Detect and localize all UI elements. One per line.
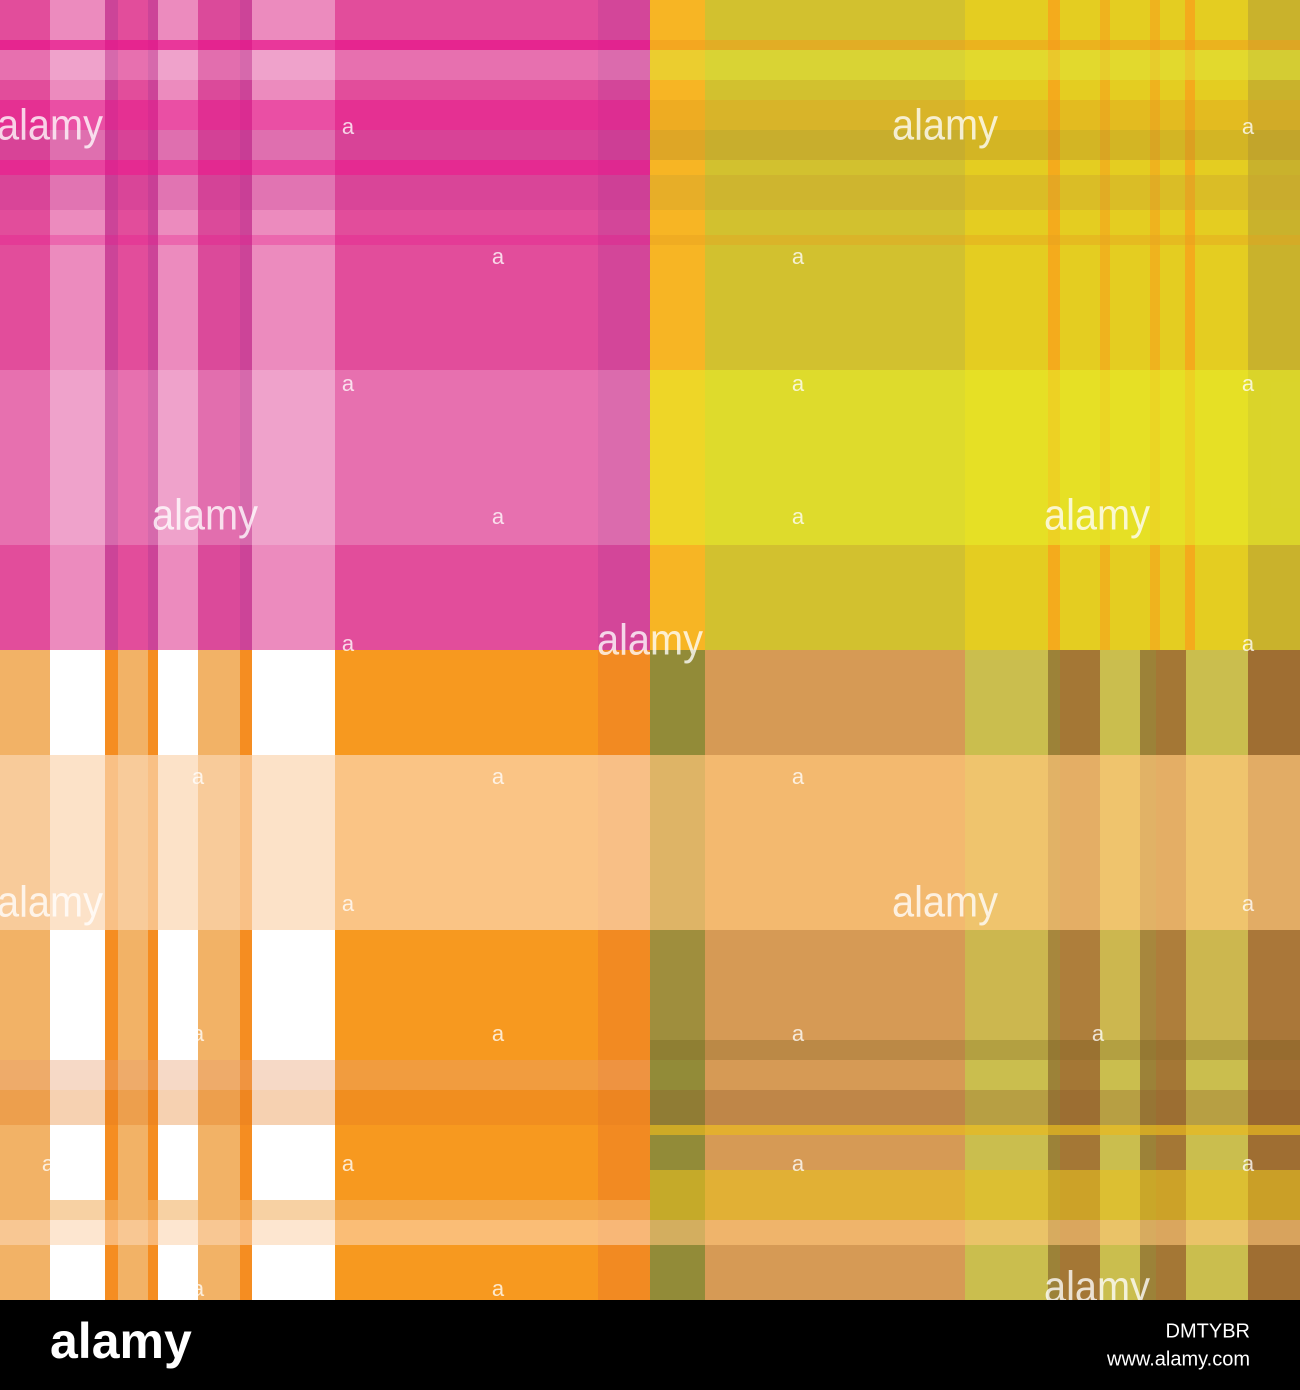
stripe	[650, 930, 1300, 1040]
watermark-mark: a	[342, 114, 355, 139]
footer-logo: alamy	[50, 1313, 192, 1369]
watermark-mark: a	[1242, 631, 1255, 656]
watermark-mark: a	[342, 371, 355, 396]
stripe	[0, 130, 650, 160]
watermark-mark: a	[42, 1151, 55, 1176]
watermark-word: alamy	[892, 101, 998, 150]
stripe	[252, 0, 335, 650]
watermark-mark: a	[792, 1021, 805, 1046]
stripe	[1248, 0, 1300, 650]
stripe	[650, 175, 1300, 210]
stripe	[0, 235, 650, 245]
watermark-mark: a	[1242, 114, 1255, 139]
footer-bar	[0, 1300, 1300, 1390]
watermark-mark: a	[492, 504, 505, 529]
watermark-mark: a	[192, 764, 205, 789]
watermark-mark: a	[1092, 1021, 1105, 1046]
footer-url: www.alamy.com	[1106, 1348, 1250, 1370]
stripe	[650, 1220, 1300, 1245]
watermark-mark: a	[342, 891, 355, 916]
stripe	[0, 160, 650, 175]
watermark-mark: a	[792, 504, 805, 529]
stripe	[50, 0, 105, 650]
stripe	[0, 100, 650, 130]
watermark-mark: a	[792, 371, 805, 396]
stripe	[0, 1090, 650, 1125]
watermark-word: alamy	[597, 616, 703, 665]
stripe	[650, 130, 1300, 160]
stripe	[0, 370, 650, 545]
stripe	[198, 0, 240, 650]
stripe	[240, 0, 252, 650]
stripe	[158, 0, 198, 650]
watermark-mark: a	[342, 1151, 355, 1176]
stripe	[0, 175, 650, 210]
stripe	[1150, 0, 1160, 650]
watermark-mark: a	[792, 764, 805, 789]
stripe	[1185, 0, 1195, 650]
stripe	[650, 40, 1300, 50]
stripe	[650, 235, 1300, 245]
watermark-word: alamy	[0, 878, 103, 927]
watermark-mark: a	[192, 1276, 205, 1301]
watermark-mark: a	[792, 244, 805, 269]
stripe	[650, 100, 1300, 130]
stripe	[0, 40, 650, 50]
stripe	[148, 0, 158, 650]
stripe	[0, 755, 650, 930]
watermark-mark: a	[492, 764, 505, 789]
watermark-word: alamy	[0, 101, 103, 150]
watermark-word: alamy	[152, 491, 258, 540]
watermark-word: alamy	[892, 878, 998, 927]
stripe	[650, 1170, 1300, 1220]
stripe	[598, 0, 650, 650]
stripe	[650, 370, 1300, 545]
stripe	[650, 0, 705, 650]
stripe	[105, 0, 118, 650]
image-id: DMTYBR	[1166, 1320, 1250, 1342]
stripe	[148, 650, 158, 1300]
stripe	[0, 1060, 650, 1090]
watermark-mark: a	[1242, 891, 1255, 916]
watermark-word: alamy	[1044, 491, 1150, 540]
watermark-mark: a	[492, 244, 505, 269]
watermark-mark: a	[1242, 1151, 1255, 1176]
plaid-pattern	[0, 0, 1300, 1300]
watermark-mark: a	[492, 1276, 505, 1301]
stripe	[650, 1125, 1300, 1135]
stripe	[650, 755, 1300, 930]
watermark-mark: a	[1242, 371, 1255, 396]
stripe	[0, 50, 650, 80]
stripe	[650, 50, 1300, 80]
watermark-mark: a	[342, 631, 355, 656]
stripe	[650, 1090, 1300, 1125]
stripe	[0, 1220, 650, 1245]
stripe	[0, 1200, 650, 1220]
watermark-mark: a	[792, 1151, 805, 1176]
watermark-mark: a	[192, 1021, 205, 1046]
stripe	[1048, 0, 1060, 650]
stripe	[650, 1040, 1300, 1060]
stripe	[1100, 0, 1110, 650]
watermark-mark: a	[492, 1021, 505, 1046]
